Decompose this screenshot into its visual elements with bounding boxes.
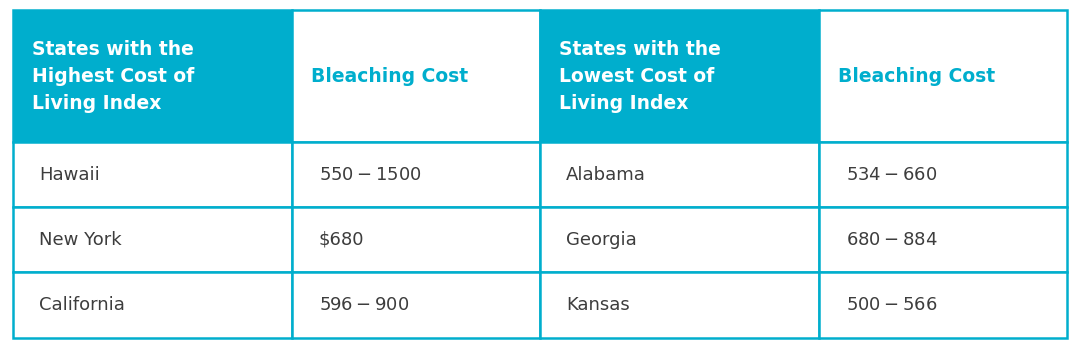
FancyBboxPatch shape — [293, 142, 540, 207]
Text: States with the
Lowest Cost of
Living Index: States with the Lowest Cost of Living In… — [559, 40, 720, 113]
FancyBboxPatch shape — [13, 272, 293, 338]
FancyBboxPatch shape — [13, 207, 293, 272]
Text: $680 - $884: $680 - $884 — [846, 231, 937, 249]
FancyBboxPatch shape — [820, 10, 1067, 142]
FancyBboxPatch shape — [820, 272, 1067, 338]
Text: New York: New York — [39, 231, 122, 249]
FancyBboxPatch shape — [540, 272, 820, 338]
Text: Bleaching Cost: Bleaching Cost — [311, 67, 469, 86]
Text: Georgia: Georgia — [566, 231, 637, 249]
Text: States with the
Highest Cost of
Living Index: States with the Highest Cost of Living I… — [32, 40, 194, 113]
FancyBboxPatch shape — [820, 142, 1067, 207]
FancyBboxPatch shape — [293, 272, 540, 338]
FancyBboxPatch shape — [13, 142, 293, 207]
FancyBboxPatch shape — [13, 10, 293, 142]
FancyBboxPatch shape — [293, 10, 540, 142]
Text: $680: $680 — [319, 231, 364, 249]
Text: $550 - $1500: $550 - $1500 — [319, 166, 421, 184]
Text: $534 - $660: $534 - $660 — [846, 166, 937, 184]
Text: Bleaching Cost: Bleaching Cost — [838, 67, 996, 86]
Text: Hawaii: Hawaii — [39, 166, 100, 184]
Text: Kansas: Kansas — [566, 296, 630, 314]
FancyBboxPatch shape — [540, 10, 820, 142]
Text: $596 - $900: $596 - $900 — [319, 296, 409, 314]
Text: California: California — [39, 296, 125, 314]
FancyBboxPatch shape — [293, 207, 540, 272]
FancyBboxPatch shape — [820, 207, 1067, 272]
FancyBboxPatch shape — [540, 142, 820, 207]
FancyBboxPatch shape — [540, 207, 820, 272]
Text: Alabama: Alabama — [566, 166, 646, 184]
Text: $500 - $566: $500 - $566 — [846, 296, 937, 314]
